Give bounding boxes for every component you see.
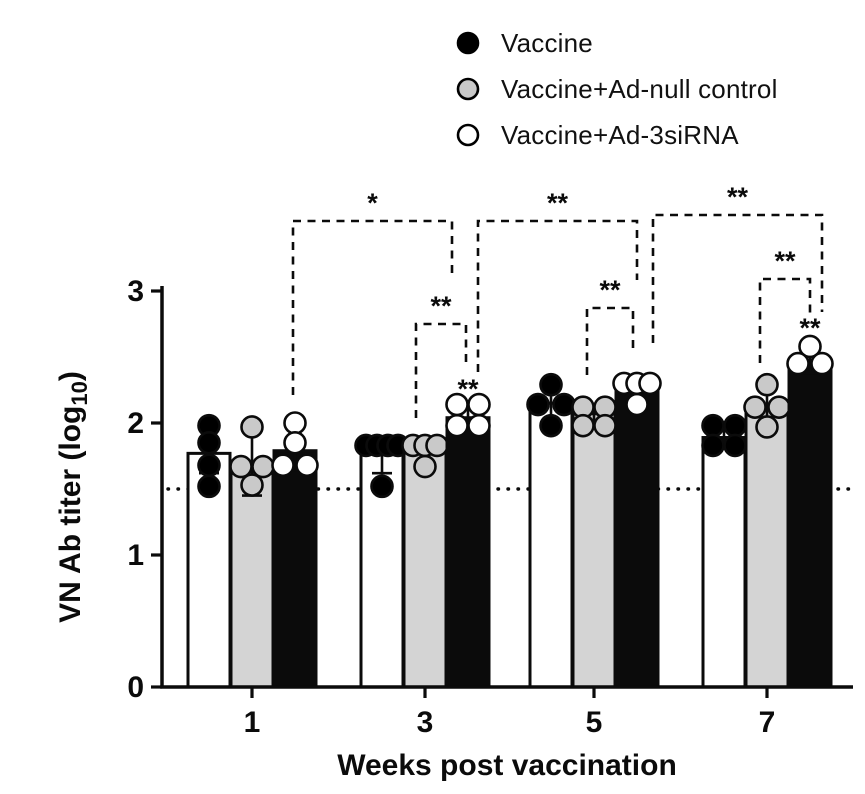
bar	[402, 447, 448, 689]
bar	[787, 363, 833, 689]
data-point	[197, 430, 221, 455]
data-point	[283, 411, 307, 435]
y-axis-title: VN Ab titer (log10)	[54, 371, 92, 623]
x-axis-title: Weeks post vaccination	[337, 749, 677, 782]
data-point	[638, 371, 662, 396]
data-point	[197, 453, 221, 478]
data-point	[552, 392, 576, 417]
bar	[701, 436, 747, 689]
data-point	[798, 334, 822, 359]
bar	[272, 449, 318, 689]
significance-bracket	[414, 322, 468, 418]
significance-bracket	[476, 219, 639, 372]
legend-label: Vaccine+Ad-null control	[501, 73, 778, 104]
axes-layer: 0 1 2 3 1 3 5 7	[127, 275, 853, 739]
bar	[445, 416, 491, 689]
data-point	[571, 413, 595, 438]
data-point	[755, 372, 779, 397]
legend-label: Vaccine	[501, 27, 593, 58]
legend-item-ad-null: Vaccine+Ad-null control	[455, 66, 778, 112]
data-point	[240, 415, 264, 439]
data-point	[743, 395, 767, 419]
y-tick-label: 2	[127, 407, 144, 440]
data-point	[723, 413, 747, 438]
y-tick-label: 0	[127, 671, 144, 704]
titles-layer: Weeks post vaccination VN Ab titer (log10…	[54, 371, 677, 782]
y-tick-label: 1	[127, 539, 144, 572]
x-tick-label: 1	[244, 706, 261, 739]
significance-bracket	[651, 213, 824, 343]
gray-circle-icon	[456, 77, 480, 101]
data-point	[723, 433, 747, 458]
data-point	[413, 454, 437, 479]
legend: Vaccine Vaccine+Ad-null control Vaccine+…	[455, 20, 778, 158]
data-point	[786, 351, 810, 376]
significance-label: *	[367, 188, 378, 218]
significance-layer: ***** **********	[291, 182, 824, 418]
legend-item-ad-3sirna: Vaccine+Ad-3siRNA	[455, 112, 778, 158]
legend-item-vaccine: Vaccine	[455, 20, 778, 66]
data-point	[767, 395, 791, 419]
data-point	[701, 433, 725, 458]
significance-bracket	[758, 277, 812, 363]
significance-label: **	[727, 182, 749, 212]
significance-bracket	[585, 306, 635, 375]
data-point	[197, 474, 221, 499]
data-point	[271, 453, 295, 478]
x-tick-label: 7	[759, 706, 776, 739]
significance-label: **	[774, 246, 796, 276]
bar	[614, 380, 660, 689]
data-point	[370, 474, 394, 499]
data-point	[593, 413, 617, 438]
significance-label: **	[547, 188, 569, 218]
data-point	[283, 430, 307, 455]
y-tick-label: 3	[127, 275, 144, 308]
significance-label: **	[599, 275, 621, 305]
significance-label: **	[430, 291, 452, 321]
data-point	[240, 473, 264, 497]
data-point	[467, 413, 491, 438]
data-point	[539, 413, 563, 438]
data-point	[425, 433, 449, 458]
data-point	[295, 453, 319, 478]
data-point	[810, 351, 834, 376]
data-point	[755, 415, 779, 439]
x-tick-label: 3	[417, 706, 434, 739]
data-point	[526, 392, 550, 417]
data-point	[625, 392, 649, 417]
x-tick-label: 5	[586, 706, 603, 739]
bars-layer	[186, 334, 834, 689]
significance-bracket	[291, 219, 454, 395]
bar	[528, 401, 574, 689]
legend-label: Vaccine+Ad-3siRNA	[501, 119, 739, 150]
bar	[571, 412, 617, 689]
data-point	[539, 372, 563, 397]
data-point	[701, 413, 725, 438]
bar-significance-label: **	[799, 313, 821, 343]
filled-circle-icon	[456, 31, 480, 55]
data-point	[445, 413, 469, 438]
bar-significance-label: **	[457, 374, 479, 404]
bar	[744, 408, 790, 689]
open-circle-icon	[456, 123, 480, 147]
